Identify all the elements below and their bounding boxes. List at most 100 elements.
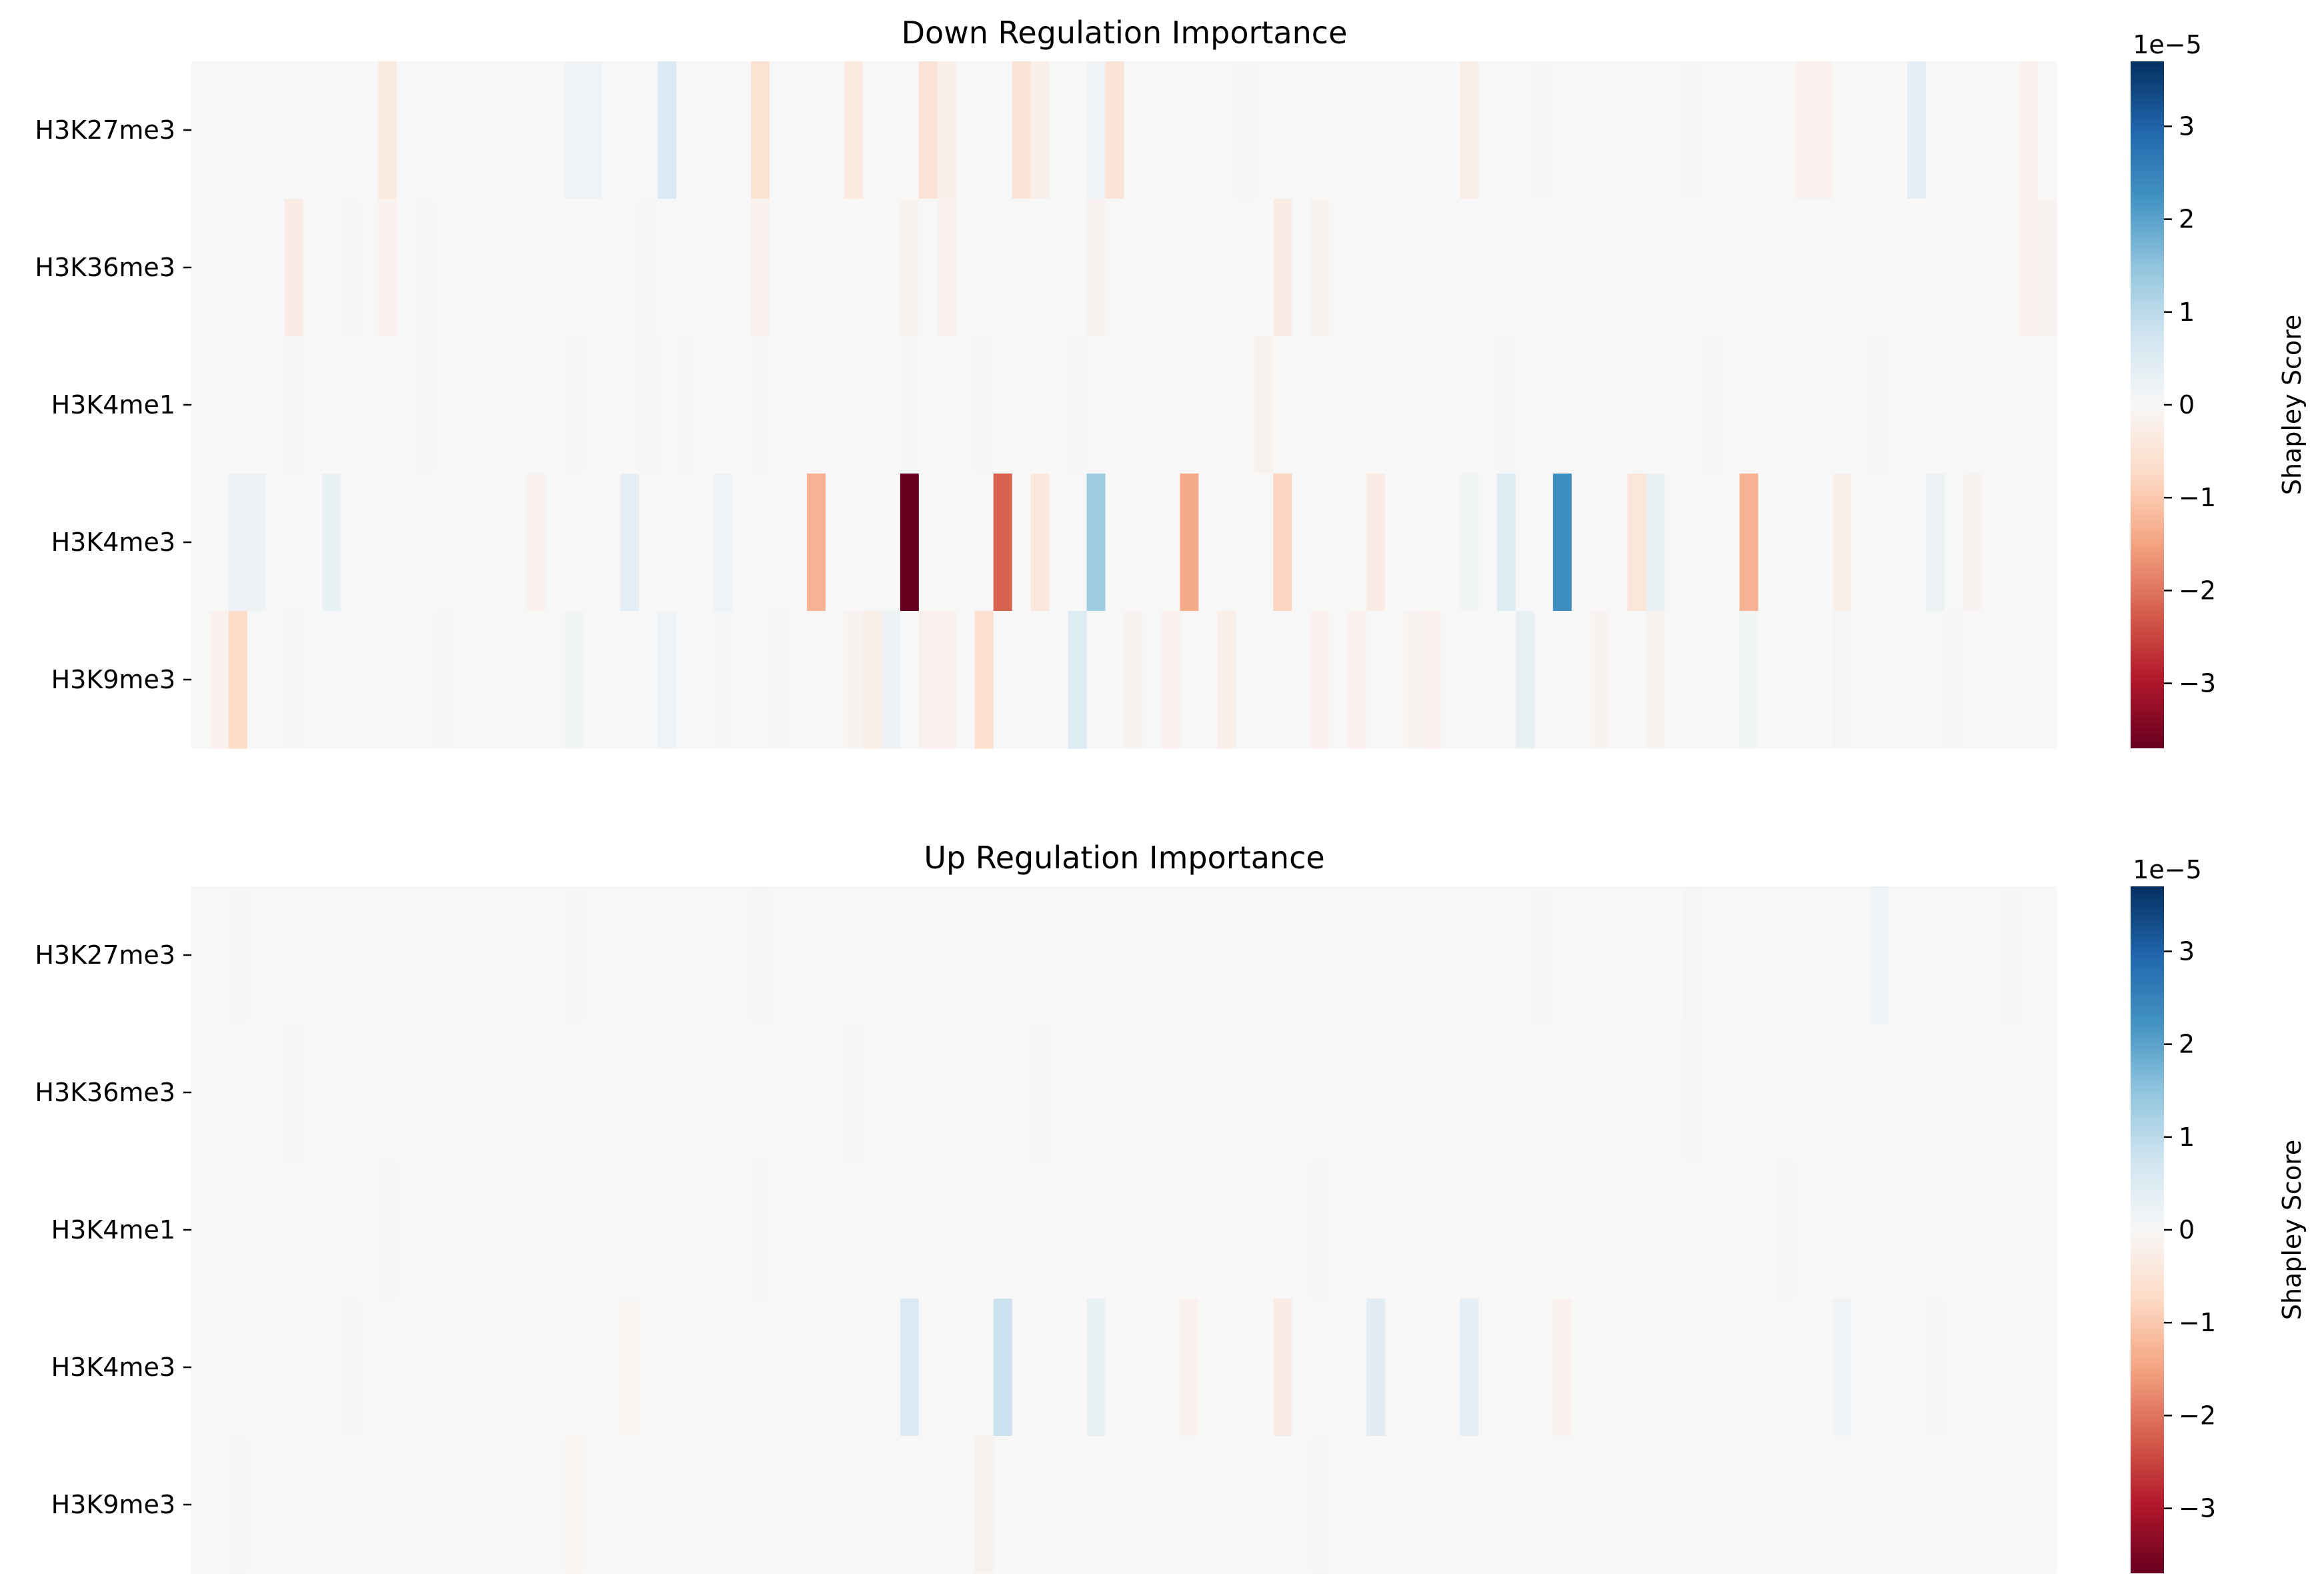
heatmap-cell [1273, 886, 1292, 1024]
heatmap-cell [1552, 1436, 1572, 1574]
heatmap-cell [993, 61, 1013, 199]
heatmap-cell [1851, 1161, 1871, 1299]
heatmap-cell [788, 61, 808, 199]
heatmap-cell [1945, 336, 1964, 474]
heatmap-cell [1049, 611, 1069, 749]
heatmap-cell [658, 474, 677, 612]
heatmap-cell [1945, 474, 1964, 612]
heatmap-cell [1683, 336, 1703, 474]
row-label: H3K4me3 [51, 1353, 175, 1382]
heatmap-cell [770, 1024, 789, 1162]
heatmap-cell [807, 1436, 826, 1574]
heatmap-cell [564, 1161, 584, 1299]
heatmap-cell [191, 1436, 211, 1574]
heatmap-cell [1702, 199, 1722, 337]
colorbar-tick-label: 2 [2179, 1030, 2195, 1059]
heatmap-cell [881, 1161, 901, 1299]
heatmap-cell [1086, 1024, 1106, 1162]
heatmap-cell [1907, 1024, 1927, 1162]
heatmap-cell [415, 1436, 435, 1574]
heatmap-cell [937, 1436, 957, 1574]
heatmap-cell [807, 1299, 826, 1437]
heatmap-cell [1515, 1436, 1535, 1574]
heatmap-cell [1198, 199, 1218, 337]
heatmap-cell [1329, 886, 1348, 1024]
heatmap-cell [658, 1299, 677, 1437]
heatmap-cell [1963, 1161, 1983, 1299]
heatmap-cell [1030, 611, 1050, 749]
heatmap-cell [1534, 886, 1554, 1024]
heatmap-cell [993, 886, 1013, 1024]
heatmap-cell [1851, 474, 1871, 612]
heatmap-cell [1180, 1299, 1199, 1437]
heatmap-cell [1161, 474, 1181, 612]
down-regulation-panel: Down Regulation Importance H3K27me3 H3K36… [35, 15, 2307, 749]
heatmap-cell [1889, 1436, 1908, 1574]
heatmap-cell [900, 1161, 920, 1299]
heatmap-cell [770, 1161, 789, 1299]
heatmap-cell [228, 886, 248, 1024]
heatmap-cell [1105, 1299, 1125, 1437]
heatmap-cell [1496, 61, 1516, 199]
heatmap-cell [1198, 61, 1218, 199]
heatmap-cell [1180, 611, 1199, 749]
row-label: H3K9me3 [51, 665, 175, 694]
heatmap-cell [676, 1024, 696, 1162]
heatmap-cell [1889, 61, 1908, 199]
heatmap-cell [1833, 1024, 1852, 1162]
heatmap-cell [1814, 336, 1833, 474]
heatmap-cell [862, 611, 882, 749]
heatmap-cell [676, 199, 696, 337]
heatmap-cell [1777, 886, 1797, 1024]
heatmap-cell [1664, 1024, 1684, 1162]
heatmap-cell [265, 611, 285, 749]
heatmap-cell [1758, 1024, 1778, 1162]
heatmap-cell [1478, 336, 1498, 474]
heatmap-cell [1982, 1299, 2001, 1437]
heatmap-cell [1907, 611, 1927, 749]
heatmap-cell [732, 336, 752, 474]
heatmap-cell [1608, 199, 1628, 337]
heatmap-cell [658, 611, 677, 749]
heatmap-cell [1198, 474, 1218, 612]
heatmap-cell [1795, 336, 1815, 474]
heatmap-cell [1012, 886, 1032, 1024]
heatmap-cell [471, 199, 491, 337]
heatmap-cell [1440, 1299, 1460, 1437]
heatmap-cell [247, 1161, 267, 1299]
heatmap-cell [452, 1024, 472, 1162]
heatmap-cell [788, 199, 808, 337]
heatmap-cell [1496, 199, 1516, 337]
heatmap-cell [2038, 199, 2057, 337]
heatmap-cell [1907, 474, 1927, 612]
heatmap-cell [1180, 199, 1199, 337]
heatmap-cell [1142, 611, 1162, 749]
heatmap-cell [1478, 886, 1498, 1024]
heatmap-cell [2001, 1024, 2020, 1162]
heatmap-cell [209, 886, 229, 1024]
heatmap-cell [1404, 61, 1423, 199]
heatmap-cell [1608, 474, 1628, 612]
heatmap-cell [1702, 474, 1722, 612]
heatmap-cell [1963, 61, 1983, 199]
heatmap-cell [265, 336, 285, 474]
heatmap-cell [956, 611, 976, 749]
heatmap-cell [1515, 886, 1535, 1024]
heatmap-cell [1404, 1161, 1423, 1299]
heatmap-cell [1795, 1161, 1815, 1299]
heatmap-cell [452, 61, 472, 199]
heatmap-cell [1945, 1299, 1964, 1437]
heatmap-cell [732, 611, 752, 749]
row-label: H3K4me1 [51, 390, 175, 420]
heatmap-cell [1198, 336, 1218, 474]
heatmap-cell [956, 886, 976, 1024]
heatmap-cell [2001, 61, 2020, 199]
heatmap-cell [1627, 1436, 1647, 1574]
heatmap-cell [1217, 61, 1236, 199]
heatmap-cell [1086, 474, 1106, 612]
heatmap-cell [2001, 1299, 2020, 1437]
heatmap-cell [658, 1161, 677, 1299]
heatmap-cell [1851, 61, 1871, 199]
heatmap-cell [1459, 474, 1479, 612]
heatmap-cell [284, 336, 304, 474]
